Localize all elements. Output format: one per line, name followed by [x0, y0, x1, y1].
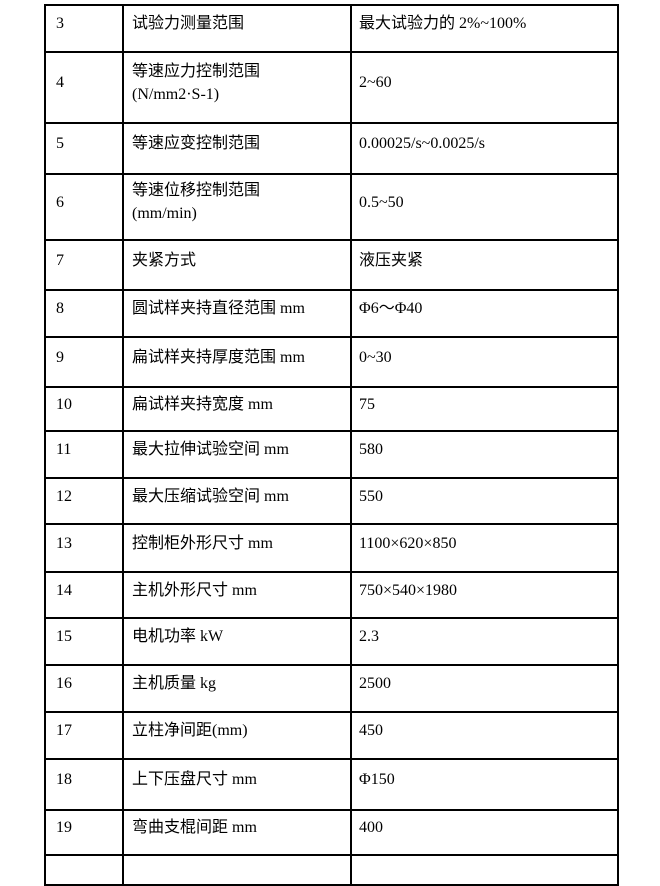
spec-name-cell: 试验力测量范围 [122, 4, 352, 53]
spec-value-cell: 0~30 [350, 336, 619, 388]
table-row: 16 主机质量 kg 2500 [44, 664, 619, 713]
spec-name-cell: 最大压缩试验空间 mm [122, 477, 352, 525]
spec-value-cell: 75 [350, 386, 619, 432]
spec-value-cell: 450 [350, 711, 619, 760]
table-row: 17 立柱净间距(mm) 450 [44, 711, 619, 760]
spec-name-cell: 控制柜外形尺寸 mm [122, 523, 352, 573]
spec-table-body: 3 试验力测量范围 最大试验力的 2%~100% 4 等速应力控制范围 (N/mm2·S… [44, 4, 619, 886]
spec-name-cell: 扁试样夹持厚度范围 mm [122, 336, 352, 388]
row-number-cell: 16 [44, 664, 124, 713]
spec-value-cell: 0.00025/s~0.0025/s [350, 122, 619, 175]
spec-name-cell: 最大拉伸试验空间 mm [122, 430, 352, 479]
spec-name-cell: 夹紧方式 [122, 239, 352, 291]
table-row: 14 主机外形尺寸 mm 750×540×1980 [44, 571, 619, 619]
spec-value-cell: 2~60 [350, 51, 619, 124]
spec-value-cell: Φ6～Φ40 [350, 289, 619, 338]
spec-name-cell: 立柱净间距(mm) [122, 711, 352, 760]
spec-table: 3 试验力测量范围 最大试验力的 2%~100% 4 等速应力控制范围 (N/mm2·S… [44, 4, 619, 886]
table-row: 5 等速应变控制范围 0.00025/s~0.0025/s [44, 122, 619, 175]
table-row: 10 扁试样夹持宽度 mm 75 [44, 386, 619, 432]
spec-value-cell: Φ150 [350, 758, 619, 811]
spec-value-cell: 2500 [350, 664, 619, 713]
spec-name-cell: 上下压盘尺寸 mm [122, 758, 352, 811]
row-number-cell: 17 [44, 711, 124, 760]
row-number-cell: 4 [44, 51, 124, 124]
row-number-cell: 14 [44, 571, 124, 619]
spec-value-cell: 580 [350, 430, 619, 479]
spec-name-cell: 等速应变控制范围 [122, 122, 352, 175]
spec-name-cell: 主机外形尺寸 mm [122, 571, 352, 619]
row-number-cell: 6 [44, 173, 124, 241]
spec-name-cell: 圆试样夹持直径范围 mm [122, 289, 352, 338]
row-number-cell: 13 [44, 523, 124, 573]
row-number-cell: 7 [44, 239, 124, 291]
empty-cell [44, 854, 124, 886]
row-number-cell: 12 [44, 477, 124, 525]
table-row: 7 夹紧方式 液压夹紧 [44, 239, 619, 291]
spec-name-cell: 主机质量 kg [122, 664, 352, 713]
spec-value-cell: 液压夹紧 [350, 239, 619, 291]
row-number-cell: 5 [44, 122, 124, 175]
spec-name-cell: 扁试样夹持宽度 mm [122, 386, 352, 432]
table-row: 8 圆试样夹持直径范围 mm Φ6～Φ40 [44, 289, 619, 338]
spec-value-cell: 400 [350, 809, 619, 856]
spec-name-cell: 电机功率 kW [122, 617, 352, 666]
spec-name-cell: 等速位移控制范围 (mm/min) [122, 173, 352, 241]
row-number-cell: 11 [44, 430, 124, 479]
table-row: 6 等速位移控制范围 (mm/min) 0.5~50 [44, 173, 619, 241]
spec-value-cell: 1100×620×850 [350, 523, 619, 573]
row-number-cell: 15 [44, 617, 124, 666]
spec-value-cell: 最大试验力的 2%~100% [350, 4, 619, 53]
spec-value-cell: 2.3 [350, 617, 619, 666]
row-number-cell: 19 [44, 809, 124, 856]
row-number-cell: 10 [44, 386, 124, 432]
row-number-cell: 3 [44, 4, 124, 53]
row-number-cell: 9 [44, 336, 124, 388]
table-row: 11 最大拉伸试验空间 mm 580 [44, 430, 619, 479]
spec-name-cell: 等速应力控制范围 (N/mm2·S-1) [122, 51, 352, 124]
table-row: 19 弯曲支棍间距 mm 400 [44, 809, 619, 856]
empty-cell [350, 854, 619, 886]
spec-value-cell: 550 [350, 477, 619, 525]
row-number-cell: 8 [44, 289, 124, 338]
table-row: 18 上下压盘尺寸 mm Φ150 [44, 758, 619, 811]
spec-value-cell: 750×540×1980 [350, 571, 619, 619]
row-number-cell: 18 [44, 758, 124, 811]
spec-value-cell: 0.5~50 [350, 173, 619, 241]
table-row: 12 最大压缩试验空间 mm 550 [44, 477, 619, 525]
table-row: 4 等速应力控制范围 (N/mm2·S-1) 2~60 [44, 51, 619, 124]
table-row: 9 扁试样夹持厚度范围 mm 0~30 [44, 336, 619, 388]
table-row: 13 控制柜外形尺寸 mm 1100×620×850 [44, 523, 619, 573]
table-row: 3 试验力测量范围 最大试验力的 2%~100% [44, 4, 619, 53]
empty-cell [122, 854, 352, 886]
spec-name-cell: 弯曲支棍间距 mm [122, 809, 352, 856]
table-row-partial [44, 854, 619, 886]
table-row: 15 电机功率 kW 2.3 [44, 617, 619, 666]
